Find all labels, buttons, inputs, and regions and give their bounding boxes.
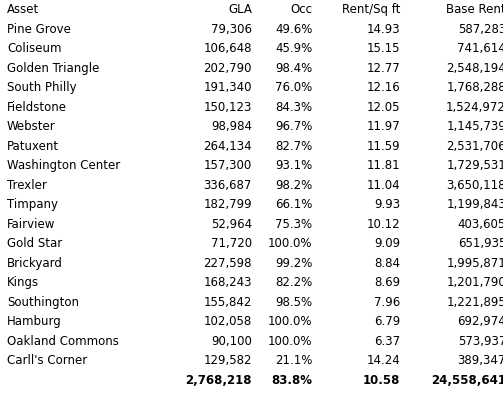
Text: 11.97: 11.97 (367, 120, 400, 133)
Text: 100.0%: 100.0% (268, 314, 312, 327)
Text: 99.2%: 99.2% (275, 256, 312, 269)
Text: 15.15: 15.15 (367, 42, 400, 55)
Text: Timpany: Timpany (7, 198, 58, 211)
Text: Asset: Asset (7, 3, 39, 16)
Text: Base Rent: Base Rent (446, 3, 503, 16)
Text: 227,598: 227,598 (204, 256, 252, 269)
Text: 79,306: 79,306 (211, 23, 252, 36)
Text: 573,937: 573,937 (458, 334, 503, 347)
Text: 9.93: 9.93 (374, 198, 400, 211)
Text: 157,300: 157,300 (204, 159, 252, 172)
Text: 21.1%: 21.1% (275, 353, 312, 366)
Text: 98.2%: 98.2% (275, 178, 312, 191)
Text: 45.9%: 45.9% (275, 42, 312, 55)
Text: 83.8%: 83.8% (271, 373, 312, 386)
Text: 106,648: 106,648 (204, 42, 252, 55)
Text: 14.24: 14.24 (367, 353, 400, 366)
Text: 100.0%: 100.0% (268, 334, 312, 347)
Text: 52,964: 52,964 (211, 217, 252, 230)
Text: 1,201,790: 1,201,790 (446, 275, 503, 288)
Text: 11.81: 11.81 (367, 159, 400, 172)
Text: 1,199,843: 1,199,843 (446, 198, 503, 211)
Text: 182,799: 182,799 (203, 198, 252, 211)
Text: Hamburg: Hamburg (7, 314, 62, 327)
Text: 12.16: 12.16 (367, 81, 400, 94)
Text: 1,768,288: 1,768,288 (446, 81, 503, 94)
Text: 96.7%: 96.7% (275, 120, 312, 133)
Text: 741,614: 741,614 (457, 42, 503, 55)
Text: 49.6%: 49.6% (275, 23, 312, 36)
Text: 93.1%: 93.1% (275, 159, 312, 172)
Text: 24,558,641: 24,558,641 (431, 373, 503, 386)
Text: Gold Star: Gold Star (7, 237, 62, 249)
Text: Washington Center: Washington Center (7, 159, 120, 172)
Text: GLA: GLA (228, 3, 252, 16)
Text: 3,650,118: 3,650,118 (447, 178, 503, 191)
Text: 2,531,706: 2,531,706 (446, 140, 503, 152)
Text: 9.09: 9.09 (374, 237, 400, 249)
Text: Carll's Corner: Carll's Corner (7, 353, 88, 366)
Text: 98.4%: 98.4% (275, 62, 312, 75)
Text: Pine Grove: Pine Grove (7, 23, 71, 36)
Text: 98,984: 98,984 (211, 120, 252, 133)
Text: 75.3%: 75.3% (275, 217, 312, 230)
Text: 202,790: 202,790 (204, 62, 252, 75)
Text: 129,582: 129,582 (204, 353, 252, 366)
Text: Fairview: Fairview (7, 217, 55, 230)
Text: Patuxent: Patuxent (7, 140, 59, 152)
Text: 1,729,531: 1,729,531 (446, 159, 503, 172)
Text: 71,720: 71,720 (211, 237, 252, 249)
Text: 150,123: 150,123 (204, 101, 252, 113)
Text: 168,243: 168,243 (204, 275, 252, 288)
Text: Brickyard: Brickyard (7, 256, 63, 269)
Text: 102,058: 102,058 (204, 314, 252, 327)
Text: 2,768,218: 2,768,218 (186, 373, 252, 386)
Text: 692,974: 692,974 (457, 314, 503, 327)
Text: 82.2%: 82.2% (275, 275, 312, 288)
Text: 6.79: 6.79 (374, 314, 400, 327)
Text: 1,995,871: 1,995,871 (446, 256, 503, 269)
Text: South Philly: South Philly (7, 81, 76, 94)
Text: 10.58: 10.58 (363, 373, 400, 386)
Text: 155,842: 155,842 (204, 295, 252, 308)
Text: 264,134: 264,134 (203, 140, 252, 152)
Text: 82.7%: 82.7% (275, 140, 312, 152)
Text: 336,687: 336,687 (204, 178, 252, 191)
Text: Webster: Webster (7, 120, 56, 133)
Text: 191,340: 191,340 (204, 81, 252, 94)
Text: 651,935: 651,935 (458, 237, 503, 249)
Text: 90,100: 90,100 (211, 334, 252, 347)
Text: 11.04: 11.04 (367, 178, 400, 191)
Text: 12.77: 12.77 (367, 62, 400, 75)
Text: Trexler: Trexler (7, 178, 47, 191)
Text: 8.69: 8.69 (374, 275, 400, 288)
Text: 14.93: 14.93 (367, 23, 400, 36)
Text: 10.12: 10.12 (367, 217, 400, 230)
Text: Southington: Southington (7, 295, 79, 308)
Text: 1,145,739: 1,145,739 (446, 120, 503, 133)
Text: Coliseum: Coliseum (7, 42, 61, 55)
Text: 403,605: 403,605 (458, 217, 503, 230)
Text: 2,548,194: 2,548,194 (446, 62, 503, 75)
Text: Occ: Occ (290, 3, 312, 16)
Text: 1,524,972: 1,524,972 (446, 101, 503, 113)
Text: 11.59: 11.59 (367, 140, 400, 152)
Text: 7.96: 7.96 (374, 295, 400, 308)
Text: 66.1%: 66.1% (275, 198, 312, 211)
Text: 100.0%: 100.0% (268, 237, 312, 249)
Text: 1,221,895: 1,221,895 (446, 295, 503, 308)
Text: 98.5%: 98.5% (275, 295, 312, 308)
Text: 587,283: 587,283 (458, 23, 503, 36)
Text: 389,347: 389,347 (458, 353, 503, 366)
Text: 6.37: 6.37 (374, 334, 400, 347)
Text: Fieldstone: Fieldstone (7, 101, 67, 113)
Text: 76.0%: 76.0% (275, 81, 312, 94)
Text: Golden Triangle: Golden Triangle (7, 62, 100, 75)
Text: 8.84: 8.84 (374, 256, 400, 269)
Text: Oakland Commons: Oakland Commons (7, 334, 119, 347)
Text: 12.05: 12.05 (367, 101, 400, 113)
Text: Kings: Kings (7, 275, 39, 288)
Text: 84.3%: 84.3% (275, 101, 312, 113)
Text: Rent/Sq ft: Rent/Sq ft (342, 3, 400, 16)
